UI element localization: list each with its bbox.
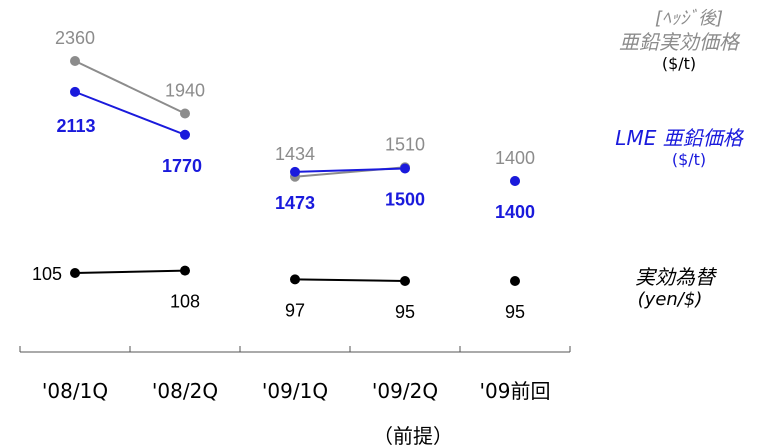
data-label: 97 — [285, 300, 305, 320]
series-line-segment — [74, 90, 186, 136]
x-tick-label: '09前回 — [480, 379, 551, 403]
data-label: 1500 — [385, 190, 425, 210]
series-line-segment — [74, 269, 186, 274]
data-label: 95 — [505, 302, 525, 322]
data-label: 1940 — [165, 81, 205, 101]
data-point — [70, 86, 80, 97]
data-point — [510, 276, 520, 286]
data-label: 1400 — [495, 148, 535, 168]
data-points — [70, 56, 520, 286]
data-label: 108 — [170, 292, 200, 312]
series-line-segment — [74, 60, 186, 115]
series-line-segment — [294, 167, 406, 173]
data-label: 1473 — [275, 193, 315, 213]
data-point — [180, 265, 190, 276]
data-point — [290, 166, 300, 177]
legend-hedged-unit: ($/t) — [661, 53, 697, 73]
series-line-segment — [294, 278, 406, 282]
data-label: 1510 — [385, 134, 425, 154]
data-point — [290, 274, 300, 285]
legend-exchange-rate: 実効為替 (yen/$) — [590, 265, 750, 311]
data-point — [180, 108, 190, 119]
x-tick-label: '09/1Q — [262, 379, 328, 403]
data-label: 1770 — [162, 156, 202, 176]
data-point — [510, 176, 520, 186]
series-lines — [74, 60, 406, 282]
legend-fx-unit: (yen/$) — [637, 289, 703, 310]
data-label: 1434 — [275, 144, 315, 164]
category-note: （前提） — [373, 424, 453, 446]
legend-hedged-title: [ﾍｯｼﾞ後] — [654, 8, 724, 29]
data-point — [70, 56, 80, 66]
legend-lme-title: LME 亜鉛価格 — [615, 126, 743, 150]
x-tick-label: '08/2Q — [152, 379, 218, 403]
x-tick-label: '08/1Q — [42, 379, 108, 403]
data-label: 105 — [32, 264, 62, 284]
data-label: 2113 — [56, 116, 95, 136]
legend-fx-title: 実効為替 — [635, 265, 715, 289]
data-point — [70, 268, 80, 278]
data-label: 1400 — [495, 202, 535, 222]
legend-hedged-zinc-price: [ﾍｯｼﾞ後] 亜鉛実効価格 ($/t) — [590, 8, 768, 73]
data-labels: 2360 1940 1434 1510 1400 2113 1770 1473 1500 1400… — [32, 28, 535, 322]
x-axis — [19, 346, 571, 353]
data-label: 2360 — [55, 28, 95, 48]
legend-hedged-subtitle: 亜鉛実効価格 — [619, 29, 739, 54]
x-tick-labels: '08/1Q '08/2Q '09/1Q '09/2Q '09前回 — [42, 379, 551, 403]
data-point — [180, 129, 190, 140]
x-tick-label: '09/2Q — [372, 379, 438, 403]
legend-lme-unit: ($/t) — [671, 150, 707, 169]
data-label: 95 — [395, 302, 415, 322]
data-point — [400, 163, 410, 174]
legend-lme-zinc-price: LME 亜鉛価格 ($/t) — [590, 126, 768, 169]
data-point — [400, 276, 410, 286]
